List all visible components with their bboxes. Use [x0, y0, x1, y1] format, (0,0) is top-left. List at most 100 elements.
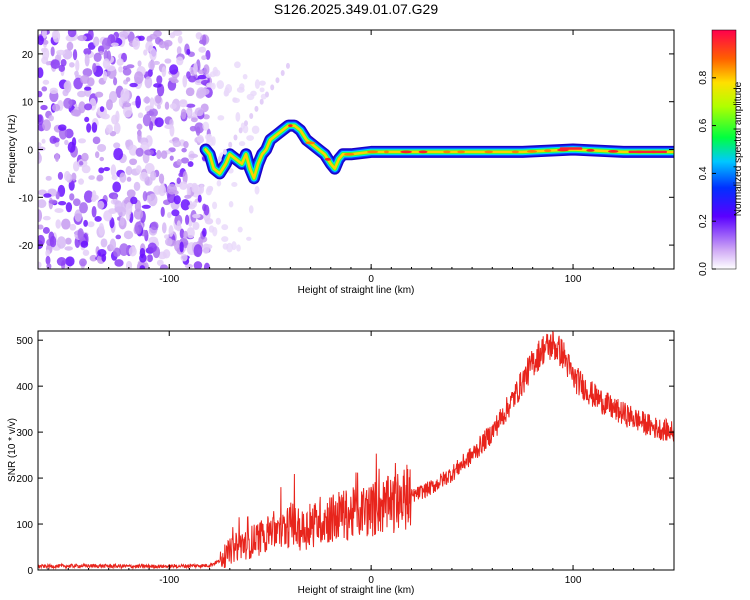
noise-blob: [162, 249, 171, 259]
noise-blob: [38, 90, 43, 98]
snr-series-line: [38, 331, 674, 570]
noise-blob: [113, 122, 121, 135]
streak-blob: [275, 77, 280, 84]
noise-blob: [180, 199, 191, 211]
noise-blob: [38, 114, 44, 126]
noise-blob: [41, 30, 47, 39]
ridge-hotspot: [608, 150, 619, 153]
noise-blob: [199, 184, 205, 194]
noise-blob: [198, 46, 207, 53]
noise-blob: [45, 249, 51, 258]
noise-blob: [232, 97, 238, 103]
noise-blob: [149, 97, 154, 110]
ridge-hotspot: [305, 141, 316, 145]
noise-blob: [184, 263, 193, 269]
noise-blob: [126, 189, 136, 198]
noise-blob: [128, 246, 137, 257]
noise-blob: [75, 59, 80, 72]
noise-blob: [118, 66, 123, 73]
noise-blob: [136, 123, 143, 130]
noise-blob: [67, 141, 76, 153]
noise-blob: [160, 206, 165, 218]
noise-blob: [45, 61, 51, 66]
noise-blob: [139, 253, 147, 263]
noise-blob: [38, 35, 44, 46]
snr-y-tick-label: 400: [16, 382, 33, 393]
noise-blob: [45, 255, 51, 265]
noise-blob: [248, 205, 254, 214]
noise-blob: [70, 109, 81, 117]
colorbar-tick-label: 0.8: [698, 70, 709, 84]
snr-y-tick-label: 100: [16, 520, 33, 531]
noise-blob: [197, 74, 207, 80]
snr-y-tick-label: 200: [16, 474, 33, 485]
noise-blob: [187, 161, 194, 167]
noise-blob: [204, 217, 214, 225]
noise-blob: [105, 124, 113, 134]
noise-blob: [123, 230, 134, 240]
noise-blob: [146, 254, 153, 263]
noise-blob: [94, 151, 100, 159]
noise-blob: [167, 191, 176, 204]
noise-blob: [41, 138, 46, 144]
noise-blob: [169, 155, 174, 161]
noise-blob: [184, 194, 192, 199]
noise-blob: [43, 193, 52, 198]
noise-blob: [81, 152, 89, 162]
noise-blob: [203, 64, 210, 75]
noise-blob: [96, 174, 104, 182]
noise-blob: [91, 122, 98, 133]
spectrogram-y-label: Frequency (Hz): [7, 115, 18, 184]
noise-blob: [119, 216, 125, 226]
snr-frame: [37, 330, 675, 571]
noise-blob: [169, 103, 177, 110]
noise-blob: [216, 180, 222, 187]
noise-blob: [133, 181, 141, 192]
noise-blob: [113, 77, 118, 86]
streak-blob: [222, 148, 227, 155]
noise-blob: [164, 124, 174, 130]
spectrogram-y-tick-label: 0: [27, 146, 33, 157]
streak-blob: [280, 70, 285, 77]
noise-blob: [202, 121, 210, 131]
noise-blob: [83, 219, 88, 227]
noise-blob: [125, 77, 131, 82]
noise-blob: [101, 37, 112, 50]
noise-blob: [142, 113, 151, 127]
noise-blob: [160, 150, 168, 159]
noise-blob: [112, 181, 121, 193]
noise-blob: [113, 247, 121, 257]
noise-blob: [186, 71, 191, 80]
noise-blob: [135, 147, 144, 157]
noise-blob: [228, 201, 234, 208]
noise-blob: [171, 209, 180, 217]
noise-blob: [172, 140, 182, 148]
noise-blob: [61, 218, 71, 230]
noise-blob: [38, 261, 42, 269]
noise-blob: [111, 174, 118, 181]
noise-blob: [113, 147, 124, 161]
noise-blob: [125, 260, 133, 269]
noise-blob: [197, 194, 202, 203]
noise-blob: [144, 76, 153, 89]
noise-blob: [224, 87, 230, 97]
noise-blob: [143, 96, 151, 104]
noise-blob: [80, 240, 89, 248]
noise-blob: [167, 183, 177, 195]
noise-blob: [38, 199, 47, 208]
noise-blob: [65, 237, 72, 245]
noise-blob: [190, 117, 198, 123]
ridge-hotspot: [526, 150, 538, 153]
noise-blob: [46, 263, 52, 269]
noise-blob: [181, 147, 187, 153]
spectrogram-x-axis: -100 0 100: [47, 30, 675, 285]
noise-blob: [38, 234, 45, 247]
noise-blob: [156, 259, 164, 266]
noise-blob: [133, 208, 144, 220]
noise-blob: [38, 67, 44, 79]
noise-blob: [57, 171, 64, 180]
noise-blob: [164, 237, 173, 246]
noise-blob: [180, 108, 187, 120]
noise-blob: [77, 228, 84, 241]
